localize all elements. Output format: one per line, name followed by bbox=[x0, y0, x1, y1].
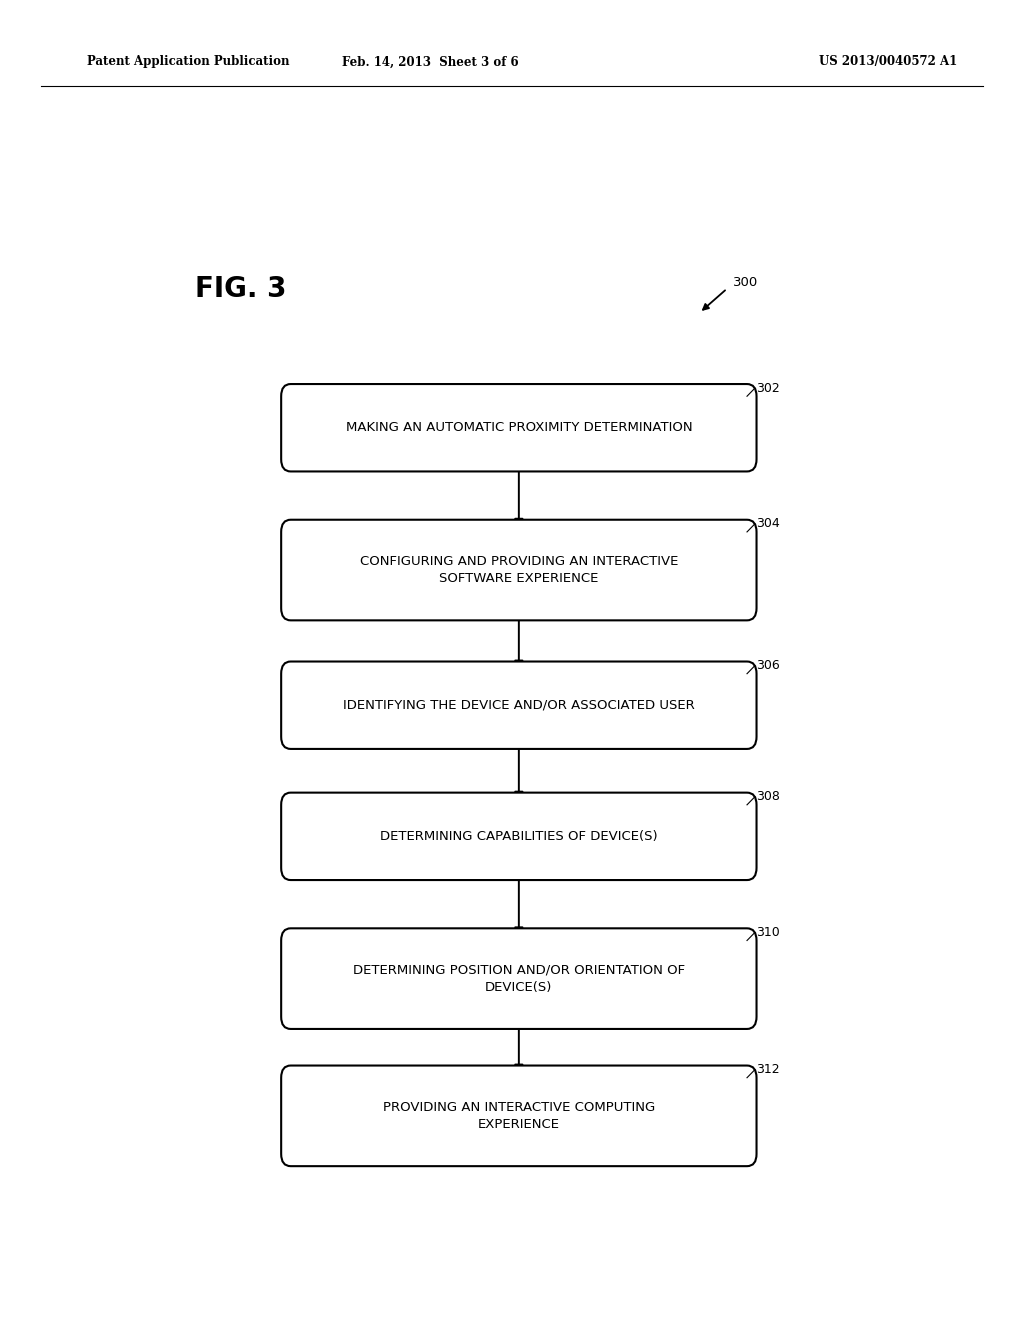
Text: 310: 310 bbox=[757, 925, 780, 939]
FancyBboxPatch shape bbox=[282, 520, 757, 620]
Text: CONFIGURING AND PROVIDING AN INTERACTIVE
SOFTWARE EXPERIENCE: CONFIGURING AND PROVIDING AN INTERACTIVE… bbox=[359, 554, 678, 585]
FancyBboxPatch shape bbox=[282, 928, 757, 1030]
Text: Patent Application Publication: Patent Application Publication bbox=[87, 55, 290, 69]
Text: Feb. 14, 2013  Sheet 3 of 6: Feb. 14, 2013 Sheet 3 of 6 bbox=[342, 55, 518, 69]
Text: 308: 308 bbox=[757, 791, 780, 803]
Text: US 2013/0040572 A1: US 2013/0040572 A1 bbox=[819, 55, 957, 69]
Text: 302: 302 bbox=[757, 381, 780, 395]
Text: MAKING AN AUTOMATIC PROXIMITY DETERMINATION: MAKING AN AUTOMATIC PROXIMITY DETERMINAT… bbox=[345, 421, 692, 434]
Text: DETERMINING CAPABILITIES OF DEVICE(S): DETERMINING CAPABILITIES OF DEVICE(S) bbox=[380, 830, 657, 843]
FancyBboxPatch shape bbox=[282, 384, 757, 471]
Text: 300: 300 bbox=[733, 276, 758, 289]
FancyBboxPatch shape bbox=[282, 1065, 757, 1166]
Text: DETERMINING POSITION AND/OR ORIENTATION OF
DEVICE(S): DETERMINING POSITION AND/OR ORIENTATION … bbox=[353, 964, 685, 994]
FancyBboxPatch shape bbox=[282, 661, 757, 748]
Text: FIG. 3: FIG. 3 bbox=[196, 276, 287, 304]
Text: 304: 304 bbox=[757, 517, 780, 531]
Text: IDENTIFYING THE DEVICE AND/OR ASSOCIATED USER: IDENTIFYING THE DEVICE AND/OR ASSOCIATED… bbox=[343, 698, 694, 711]
FancyBboxPatch shape bbox=[282, 792, 757, 880]
Text: 306: 306 bbox=[757, 659, 780, 672]
Text: PROVIDING AN INTERACTIVE COMPUTING
EXPERIENCE: PROVIDING AN INTERACTIVE COMPUTING EXPER… bbox=[383, 1101, 655, 1131]
Text: 312: 312 bbox=[757, 1063, 780, 1076]
